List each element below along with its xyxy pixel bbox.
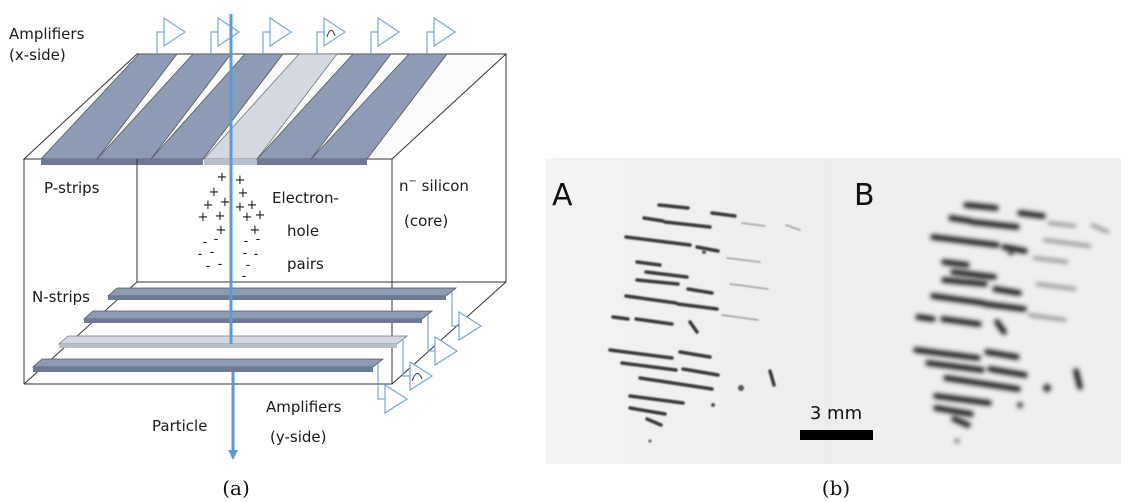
box-edges bbox=[23, 54, 507, 385]
n-strip bbox=[108, 296, 446, 300]
electron-hole-label-line1: Electron- bbox=[272, 189, 339, 207]
amplifier-icon bbox=[370, 16, 401, 54]
svg-text:-: - bbox=[242, 269, 247, 284]
n-strip bbox=[84, 319, 422, 323]
amplifiers-y-side bbox=[377, 292, 483, 415]
amplifiers-x-side bbox=[156, 16, 457, 54]
svg-text:+: + bbox=[209, 185, 220, 200]
svg-text:+: + bbox=[217, 170, 228, 185]
amplifier-icon bbox=[156, 16, 187, 54]
svg-text:+: + bbox=[247, 198, 258, 213]
svg-text:+: + bbox=[235, 173, 246, 188]
electron-hole-label-line2: hole bbox=[287, 222, 319, 240]
image-a-background bbox=[545, 158, 838, 464]
svg-text:+: + bbox=[220, 195, 231, 210]
svg-text:-: - bbox=[214, 232, 219, 247]
svg-text:-: - bbox=[218, 257, 223, 272]
faint-tracks-b bbox=[1027, 221, 1110, 322]
svg-text:+: + bbox=[235, 200, 246, 215]
silicon-label: n− silicon bbox=[399, 176, 469, 195]
p-strip bbox=[151, 159, 203, 165]
amplifier-icon bbox=[210, 16, 241, 54]
amplifiers-y-label-line2: (y-side) bbox=[270, 428, 326, 446]
detector-images: A bbox=[545, 158, 1121, 464]
svg-text:+: + bbox=[198, 210, 209, 225]
n-strips-label: N-strips bbox=[32, 288, 90, 306]
amplifier-icon bbox=[426, 16, 457, 54]
svg-text:-: - bbox=[203, 235, 208, 250]
svg-text:-: - bbox=[246, 258, 251, 273]
svg-text:+: + bbox=[203, 198, 214, 213]
svg-text:+: + bbox=[242, 210, 253, 225]
amplifier-icon bbox=[451, 292, 483, 342]
svg-text:-: - bbox=[244, 234, 249, 249]
scale-bar: 3 mm bbox=[800, 403, 873, 440]
n-strips bbox=[31, 287, 458, 372]
image-a: A bbox=[545, 158, 838, 464]
svg-text:+: + bbox=[216, 223, 227, 238]
svg-text:+: + bbox=[250, 223, 261, 238]
specks-b bbox=[955, 249, 1051, 443]
amplifier-icon bbox=[427, 315, 459, 367]
amplifiers-y-label-line1: Amplifiers bbox=[266, 398, 342, 416]
svg-text:-: - bbox=[198, 247, 203, 262]
svg-text:+: + bbox=[238, 186, 249, 201]
amplifier-icon bbox=[316, 16, 347, 54]
n-strip bbox=[33, 367, 373, 372]
n-strip bbox=[31, 358, 385, 368]
n-strip-hit bbox=[59, 344, 397, 348]
p-strip bbox=[97, 159, 151, 165]
amplifiers-x-label-line1: Amplifiers bbox=[9, 25, 85, 43]
p-strip bbox=[257, 159, 311, 165]
scale-bar-label: 3 mm bbox=[810, 403, 862, 424]
core-label: (core) bbox=[404, 212, 448, 230]
specks-a bbox=[648, 250, 744, 443]
caption-b: (b) bbox=[822, 476, 850, 500]
n-strip-hit bbox=[57, 335, 409, 345]
amplifier-icon bbox=[402, 340, 434, 392]
image-b-label: B bbox=[854, 178, 875, 213]
image-a-label: A bbox=[552, 178, 573, 213]
image-b: B bbox=[838, 158, 1121, 464]
scale-bar-line bbox=[800, 430, 873, 440]
svg-text:-: - bbox=[210, 245, 215, 260]
p-strip bbox=[41, 159, 97, 165]
caption-a: (a) bbox=[222, 476, 250, 500]
electron-hole-label-line3: pairs bbox=[287, 255, 324, 273]
tracks-b bbox=[913, 202, 1083, 428]
svg-text:-: - bbox=[256, 232, 261, 247]
svg-text:-: - bbox=[206, 259, 211, 274]
electron-hole-pairs: + + + + + + + + + + + + + + -- -- -- -- -- -- bbox=[198, 170, 266, 284]
particle-label: Particle bbox=[152, 417, 207, 435]
amplifiers-x-label-line2: (x-side) bbox=[9, 46, 66, 64]
amplifier-icon bbox=[377, 363, 409, 415]
p-strip bbox=[311, 159, 367, 165]
tracks-a bbox=[608, 203, 776, 427]
particle-track bbox=[228, 14, 238, 460]
n-strip bbox=[106, 287, 458, 297]
svg-text:-: - bbox=[254, 247, 259, 262]
amplifier-icon bbox=[262, 16, 293, 54]
faint-tracks-a bbox=[721, 222, 801, 321]
svg-text:+: + bbox=[255, 208, 266, 223]
n-strip bbox=[82, 310, 434, 320]
p-strips-label: P-strips bbox=[44, 179, 100, 197]
svg-text:-: - bbox=[243, 246, 248, 261]
detector-diagram: + + + + + + + + + + + + + + -- -- -- -- -- -- A… bbox=[9, 14, 508, 460]
svg-text:+: + bbox=[215, 209, 226, 224]
arrow-head bbox=[228, 450, 238, 460]
